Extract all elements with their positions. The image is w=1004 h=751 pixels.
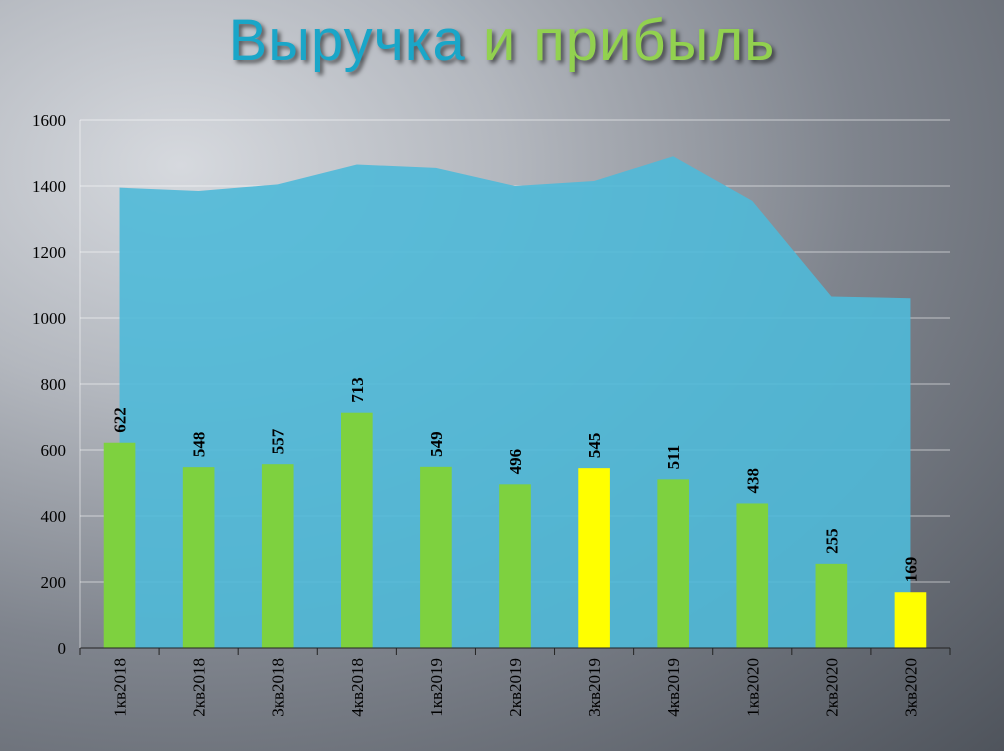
x-category-label: 4кв2018 xyxy=(348,658,367,717)
y-tick-label: 1400 xyxy=(32,177,66,196)
x-category-label: 2кв2018 xyxy=(190,658,209,717)
x-category-label: 4кв2019 xyxy=(664,658,683,717)
x-category-label: 3кв2019 xyxy=(585,658,604,717)
title-profit: и прибыль xyxy=(482,8,776,73)
x-category-label: 3кв2020 xyxy=(901,658,920,717)
y-tick-label: 1000 xyxy=(32,309,66,328)
y-tick-label: 1200 xyxy=(32,243,66,262)
bar xyxy=(420,466,452,648)
y-tick-label: 800 xyxy=(41,375,67,394)
bar-data-label: 438 xyxy=(743,468,762,494)
bar-data-label: 713 xyxy=(348,377,367,403)
chart-title: Выручка и прибыль xyxy=(0,6,1004,76)
title-revenue: Выручка xyxy=(228,8,466,73)
y-tick-label: 400 xyxy=(41,507,67,526)
bar xyxy=(261,464,294,648)
x-category-label: 2кв2020 xyxy=(822,658,841,717)
area-series xyxy=(119,156,911,649)
x-category-label: 1кв2020 xyxy=(743,658,762,717)
bar-data-label: 549 xyxy=(427,431,446,457)
bar-data-label: 255 xyxy=(822,528,841,554)
bar-data-label: 548 xyxy=(190,432,209,458)
x-category-label: 1кв2019 xyxy=(427,658,446,717)
bar-data-label: 557 xyxy=(269,428,288,454)
bar xyxy=(815,563,848,648)
bar xyxy=(182,467,215,648)
bar xyxy=(499,484,531,648)
y-tick-label: 1600 xyxy=(32,111,66,130)
bar xyxy=(103,442,136,648)
bar xyxy=(657,479,689,648)
bar-data-label: 622 xyxy=(111,407,130,433)
bar xyxy=(894,592,927,648)
bar-data-label: 511 xyxy=(664,445,683,470)
x-category-label: 1кв2018 xyxy=(111,658,130,717)
y-tick-label: 0 xyxy=(58,639,67,658)
x-category-label: 3кв2018 xyxy=(269,658,288,717)
bar xyxy=(341,412,373,648)
bar-data-label: 169 xyxy=(901,557,920,583)
x-category-label: 2кв2019 xyxy=(506,658,525,717)
bar-data-label: 545 xyxy=(585,433,604,459)
bar xyxy=(736,503,769,648)
bar-data-label: 496 xyxy=(506,449,525,475)
y-tick-label: 200 xyxy=(41,573,67,592)
bar xyxy=(578,468,610,648)
y-tick-label: 600 xyxy=(41,441,67,460)
